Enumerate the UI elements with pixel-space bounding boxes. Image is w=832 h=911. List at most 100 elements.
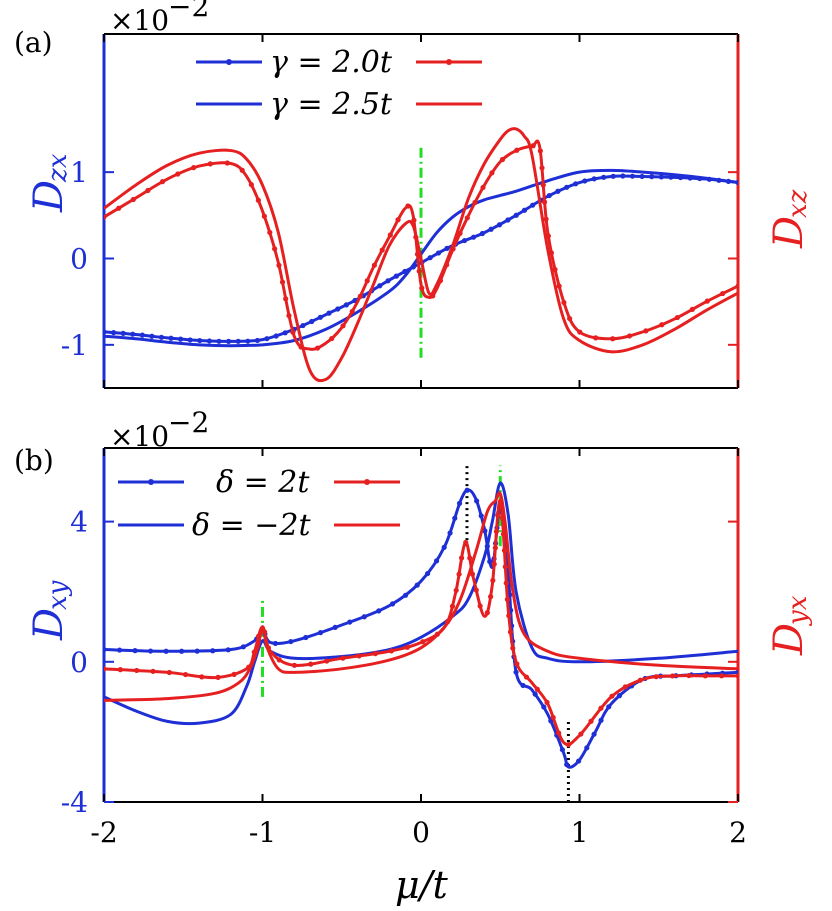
legend-a-1-blue-dot — [226, 59, 232, 65]
series-marker — [513, 669, 519, 675]
series-line — [104, 139, 738, 351]
series-marker — [552, 266, 558, 273]
panel-b-scale-note: ×10 −2 — [110, 406, 209, 453]
series-marker — [309, 318, 315, 325]
series-marker — [464, 215, 470, 221]
series-marker — [216, 338, 222, 344]
series-marker — [427, 255, 433, 261]
series-marker — [449, 603, 456, 609]
series-marker — [530, 143, 536, 149]
series-marker — [576, 758, 582, 764]
series-marker — [371, 262, 377, 268]
series-marker — [402, 592, 409, 598]
series-marker — [464, 487, 470, 493]
series-marker — [300, 322, 306, 329]
series-marker — [317, 630, 324, 636]
series-marker — [555, 188, 561, 194]
series-marker — [411, 217, 417, 223]
series-marker — [507, 629, 514, 635]
series-marker — [255, 197, 261, 203]
series-marker — [303, 634, 309, 641]
series-marker — [539, 165, 545, 171]
panel-b-y-tick-label: -4 — [61, 786, 88, 819]
panel-a-scale-exp: −2 — [168, 0, 209, 23]
series-marker — [540, 182, 546, 188]
series-marker — [689, 306, 695, 312]
series-marker — [514, 661, 520, 667]
series-line — [104, 491, 738, 702]
panel-a-ylabel-left: D zx — [26, 153, 73, 213]
series-marker — [480, 184, 486, 191]
series-marker — [474, 498, 480, 504]
series-marker — [606, 704, 612, 710]
series-marker — [116, 205, 122, 211]
series-marker — [543, 216, 549, 222]
series-marker — [610, 173, 616, 179]
series-marker — [620, 173, 626, 179]
series-marker — [349, 308, 355, 315]
series-marker — [239, 167, 245, 173]
series-marker — [364, 278, 370, 284]
panel-a-ylabel-right-main: D — [766, 216, 812, 249]
panel-b-y-tick-label: 4 — [70, 506, 88, 539]
panel-b-series-group — [104, 481, 738, 769]
panel-a-ylabel-right-sub: xz — [783, 189, 813, 218]
series-marker — [456, 571, 462, 577]
series-marker — [686, 672, 692, 679]
series-marker — [248, 182, 254, 188]
series-marker — [499, 156, 506, 163]
series-marker — [414, 582, 420, 588]
series-marker — [643, 328, 649, 334]
series-marker — [291, 662, 298, 668]
series-marker — [610, 336, 616, 342]
series-marker — [456, 500, 463, 506]
panel-a-y-tick-label: -1 — [61, 329, 88, 362]
series-marker — [556, 283, 562, 289]
x-tick-label: 2 — [729, 816, 747, 849]
series-marker — [356, 653, 362, 659]
series-marker — [191, 165, 197, 171]
legend-a-entry-1: γ = 2.0t — [196, 45, 482, 80]
panel-a-ylabel-right: D xz — [766, 189, 813, 249]
panel-a-scale-text: ×10 — [110, 4, 169, 37]
series-marker — [226, 338, 232, 344]
series-marker — [598, 705, 604, 711]
series-marker — [521, 207, 528, 213]
series-marker — [520, 682, 526, 689]
series-marker — [276, 657, 282, 663]
legend-b-entry-2: δ = −2t — [118, 508, 400, 543]
panel-b-ylabel-left-main: D — [26, 608, 72, 641]
series-marker — [308, 661, 314, 667]
legend-b-1-blue-dot — [148, 479, 154, 485]
series-marker — [505, 217, 511, 223]
panel-b-label: (b) — [14, 444, 54, 477]
panel-b-ylabel-left: D xy — [26, 580, 73, 641]
panel-b-plot-area: -2 -1 0 1 2 -4 0 4 — [61, 447, 747, 849]
series-marker — [653, 674, 659, 680]
series-marker — [387, 232, 393, 238]
series-marker — [616, 693, 623, 699]
series-marker — [357, 293, 363, 299]
series-marker — [104, 214, 107, 220]
series-marker — [492, 545, 498, 551]
series-marker — [578, 731, 584, 737]
series-marker — [279, 279, 286, 285]
series-marker — [477, 603, 483, 609]
series-marker — [264, 336, 270, 342]
series-marker — [720, 290, 726, 297]
series-marker — [273, 333, 279, 339]
series-marker — [598, 717, 604, 723]
series-marker — [420, 639, 426, 645]
series-marker — [207, 161, 213, 167]
series-marker — [225, 647, 231, 653]
series-line — [104, 488, 738, 769]
panel-b-ylabel-left-sub: xy — [43, 580, 73, 610]
series-marker — [702, 673, 708, 679]
series-marker — [473, 587, 479, 593]
series-marker — [591, 176, 597, 182]
legend-b-1-text: δ = 2t — [216, 465, 310, 500]
series-marker — [496, 222, 503, 228]
series-marker — [276, 262, 282, 268]
series-marker — [149, 333, 155, 339]
series-marker — [452, 515, 458, 521]
